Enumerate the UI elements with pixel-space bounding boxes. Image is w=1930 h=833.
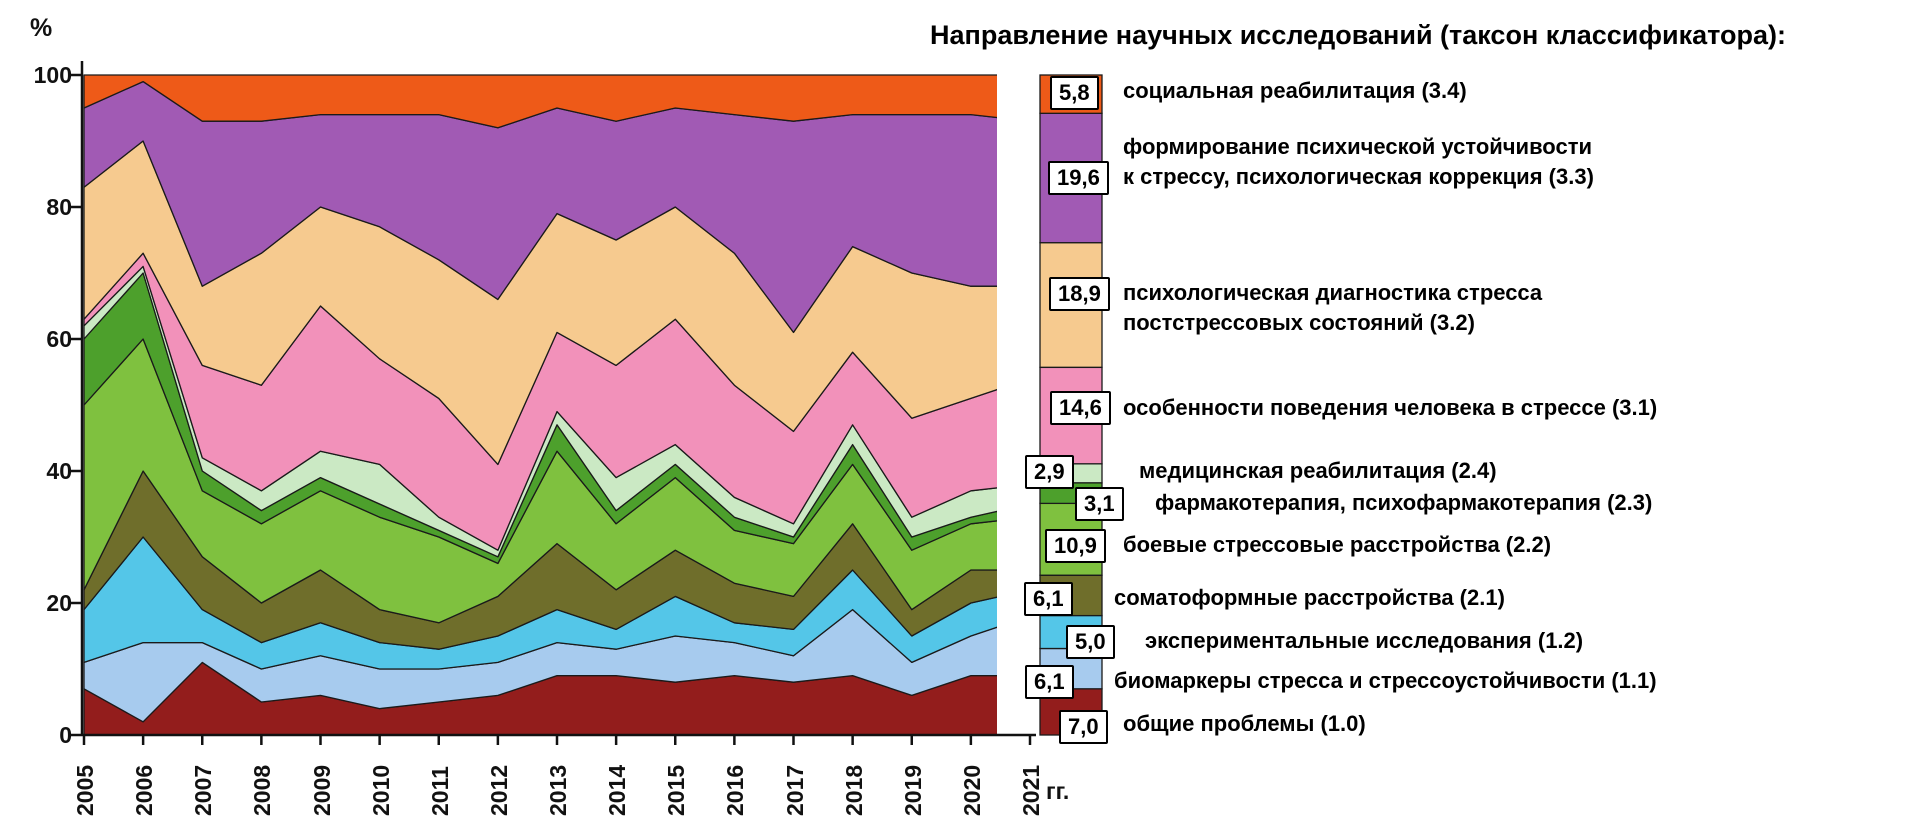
x-axis-tick-label: 2012	[485, 764, 512, 816]
y-axis-tick-label: 60	[46, 326, 72, 352]
legend-value-box: 5,0	[1066, 625, 1115, 659]
legend-value-box: 6,1	[1025, 665, 1074, 699]
x-axis-tick-label: 2016	[722, 764, 749, 816]
x-axis-tick-label: 2005	[72, 764, 98, 816]
x-axis-tick-label: 2017	[781, 764, 808, 816]
legend-item-label: медицинская реабилитация (2.4)	[1139, 456, 1497, 486]
legend-value-box: 3,1	[1075, 487, 1124, 521]
x-axis-tick-label: 2020	[958, 764, 985, 816]
legend-item-label: формирование психической устойчивости к с…	[1123, 132, 1594, 192]
legend-item-label-line: боевые стрессовые расстройства (2.2)	[1123, 532, 1552, 557]
legend-item-label-line: экспериментальные исследования (1.2)	[1145, 628, 1584, 653]
legend-item-label-line: фармакотерапия, психофармакотерапия (2.3…	[1155, 490, 1653, 515]
x-axis-tick-label: 2014	[604, 764, 631, 816]
legend-value-box: 19,6	[1048, 161, 1109, 195]
y-axis-tick-label: 80	[46, 194, 72, 220]
legend-item-label-line: психологическая диагностика стресса	[1123, 280, 1543, 305]
x-axis-tick-label: 2018	[840, 764, 867, 816]
x-axis-tick-label: 2015	[663, 764, 690, 816]
x-axis-tick-label: 2006	[131, 764, 158, 816]
legend-item-label-line: постстрессовых состояний (3.2)	[1123, 310, 1475, 335]
legend-item-label-line: общие проблемы (1.0)	[1123, 711, 1366, 736]
legend-value-box: 14,6	[1050, 391, 1111, 425]
y-axis-tick-label: 0	[59, 722, 72, 748]
x-axis-tick-label: 2010	[367, 764, 394, 816]
y-axis-tick-label: 20	[46, 590, 72, 616]
legend-item-label-line: социальная реабилитация (3.4)	[1123, 78, 1467, 103]
legend-item-label-line: особенности поведения человека в стрессе…	[1123, 395, 1658, 420]
legend-item-label: психологическая диагностика стресса постс…	[1123, 278, 1542, 338]
legend-item-label: биомаркеры стресса и стрессоустойчивости…	[1114, 666, 1657, 696]
legend-value-box: 6,1	[1024, 582, 1073, 616]
x-axis-tick-label: 2013	[545, 764, 571, 816]
legend-value-box: 2,9	[1025, 455, 1074, 489]
x-axis-tick-label: 2011	[426, 766, 453, 816]
legend-item-label: социальная реабилитация (3.4)	[1123, 76, 1467, 106]
y-axis-tick-label: 40	[46, 458, 72, 484]
legend-value-box: 10,9	[1045, 529, 1106, 563]
legend-item-label-line: к стрессу, психологическая коррекция (3.…	[1123, 164, 1594, 189]
x-axis-suffix-label: гг.	[1046, 778, 1070, 804]
legend-item-label: экспериментальные исследования (1.2)	[1145, 626, 1583, 656]
legend-value-box: 18,9	[1049, 277, 1110, 311]
y-axis-unit-label: %	[30, 14, 53, 42]
x-axis-tick-label: 2007	[190, 764, 217, 816]
legend-item-label-line: формирование психической устойчивости	[1123, 134, 1592, 159]
legend-item-label: фармакотерапия, психофармакотерапия (2.3…	[1155, 488, 1652, 518]
legend-title: Направление научных исследований (таксон…	[930, 20, 1786, 50]
legend-value-box: 5,8	[1050, 76, 1099, 110]
legend-item-label-line: медицинская реабилитация (2.4)	[1139, 458, 1497, 483]
y-axis-tick-label: 100	[33, 62, 72, 88]
x-axis-tick-label: 2019	[899, 764, 926, 816]
legend-item-label: общие проблемы (1.0)	[1123, 709, 1366, 739]
legend-item-label: особенности поведения человека в стрессе…	[1123, 393, 1657, 423]
legend-item-label: соматоформные расстройства (2.1)	[1114, 583, 1505, 613]
legend-value-box: 7,0	[1059, 710, 1108, 744]
separator-gap	[997, 61, 1039, 735]
legend-item-label: боевые стрессовые расстройства (2.2)	[1123, 530, 1551, 560]
x-axis-tick-label: 2008	[249, 764, 276, 816]
legend-item-label-line: соматоформные расстройства (2.1)	[1114, 585, 1505, 610]
x-axis-tick-label: 2009	[308, 764, 335, 816]
x-axis-tick-label: 2021	[1018, 764, 1044, 816]
legend-item-label-line: биомаркеры стресса и стрессоустойчивости…	[1114, 668, 1657, 693]
